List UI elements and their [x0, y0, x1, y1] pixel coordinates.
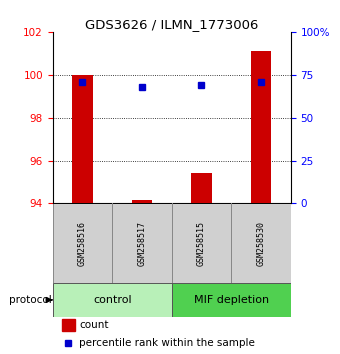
Bar: [232, 204, 290, 283]
Text: GSM258517: GSM258517: [137, 221, 147, 266]
Text: count: count: [79, 320, 108, 330]
Text: GSM258530: GSM258530: [256, 221, 266, 266]
Bar: [132, 200, 152, 204]
Bar: [53, 204, 112, 283]
Bar: [72, 75, 93, 204]
Bar: [172, 283, 290, 317]
Bar: [251, 51, 271, 204]
Text: control: control: [93, 295, 132, 305]
Text: MIF depletion: MIF depletion: [194, 295, 269, 305]
Bar: [191, 173, 212, 204]
Bar: [62, 319, 75, 331]
Text: percentile rank within the sample: percentile rank within the sample: [79, 338, 255, 348]
Bar: [113, 204, 171, 283]
Title: GDS3626 / ILMN_1773006: GDS3626 / ILMN_1773006: [85, 18, 258, 31]
Bar: [53, 283, 171, 317]
Text: protocol: protocol: [9, 295, 52, 305]
Text: GSM258516: GSM258516: [78, 221, 87, 266]
Bar: [172, 204, 231, 283]
Text: GSM258515: GSM258515: [197, 221, 206, 266]
